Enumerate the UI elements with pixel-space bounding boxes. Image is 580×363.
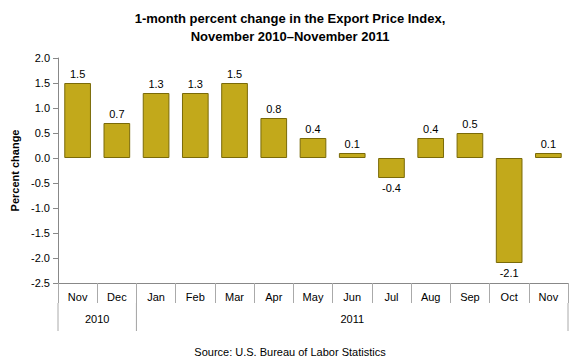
svg-text:0.4: 0.4 (305, 123, 320, 135)
svg-text:Jan: Jan (147, 291, 165, 303)
svg-text:2011: 2011 (340, 313, 364, 325)
svg-text:Mar: Mar (225, 291, 244, 303)
svg-text:Jun: Jun (343, 291, 361, 303)
svg-text:0.7: 0.7 (109, 108, 124, 120)
svg-text:1.3: 1.3 (188, 78, 203, 90)
svg-text:Feb: Feb (186, 291, 205, 303)
svg-text:Jul: Jul (384, 291, 398, 303)
svg-text:Percent change: Percent change (9, 130, 21, 212)
svg-text:Aug: Aug (421, 291, 441, 303)
svg-text:1-month percent change in the: 1-month percent change in the Export Pri… (135, 11, 446, 26)
svg-text:-2.1: -2.1 (500, 267, 519, 279)
svg-text:0.4: 0.4 (423, 123, 438, 135)
svg-text:Nov: Nov (539, 291, 559, 303)
svg-text:Sep: Sep (460, 291, 480, 303)
svg-text:1.5: 1.5 (227, 68, 242, 80)
svg-text:1.0: 1.0 (35, 102, 50, 114)
svg-text:Oct: Oct (501, 291, 518, 303)
svg-text:2.0: 2.0 (35, 52, 50, 64)
svg-text:November 2010–November 2011: November 2010–November 2011 (191, 29, 390, 44)
svg-text:Nov: Nov (68, 291, 88, 303)
svg-text:0.0: 0.0 (35, 152, 50, 164)
svg-text:-0.4: -0.4 (382, 182, 401, 194)
svg-text:0.1: 0.1 (541, 138, 556, 150)
svg-text:1.3: 1.3 (148, 78, 163, 90)
svg-text:0.8: 0.8 (266, 103, 281, 115)
svg-text:-0.5: -0.5 (31, 177, 50, 189)
svg-text:-2.5: -2.5 (31, 277, 50, 289)
svg-text:0.5: 0.5 (462, 118, 477, 130)
svg-text:-1.0: -1.0 (31, 202, 50, 214)
svg-text:2010: 2010 (85, 313, 109, 325)
svg-text:May: May (303, 291, 324, 303)
svg-text:0.1: 0.1 (345, 138, 360, 150)
svg-text:Dec: Dec (107, 291, 127, 303)
svg-text:-1.5: -1.5 (31, 227, 50, 239)
svg-text:Apr: Apr (265, 291, 282, 303)
svg-text:1.5: 1.5 (70, 68, 85, 80)
svg-text:-2.0: -2.0 (31, 252, 50, 264)
svg-text:Source: U.S. Bureau of Labor S: Source: U.S. Bureau of Labor Statistics (194, 346, 386, 358)
svg-text:1.5: 1.5 (35, 77, 50, 89)
svg-text:0.5: 0.5 (35, 127, 50, 139)
